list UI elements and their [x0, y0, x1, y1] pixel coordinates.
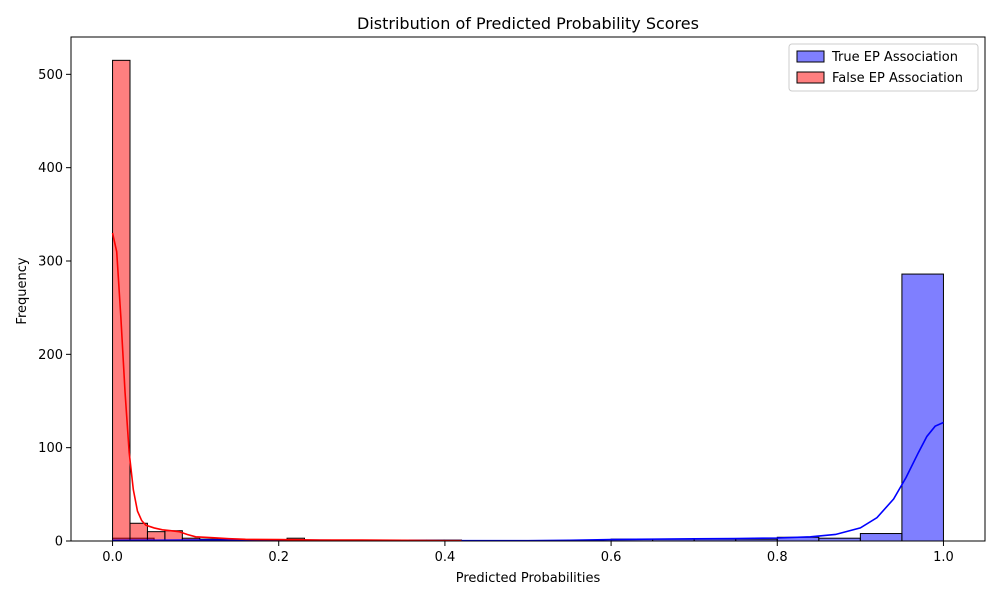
plot-area: 0.0 0.2 0.4 0.6 0.8 1.0 0 100 200 300 400 500 True E…	[38, 36, 986, 565]
histogram-bar-series-1-bin-1	[129, 522, 148, 542]
x-tick-label-5: 1.0	[933, 550, 954, 565]
axes-frame	[70, 36, 986, 542]
chart-title: Distribution of Predicted Probability Sc…	[357, 14, 699, 33]
histogram-bar-series-1-bin-0	[112, 59, 131, 542]
legend-label-1: False EP Association	[832, 71, 963, 86]
legend-swatch-1	[796, 71, 825, 84]
x-tick-label-1: 0.2	[268, 550, 289, 565]
legend-box	[788, 43, 979, 92]
legend-label-0: True EP Association	[831, 50, 958, 65]
legend-swatch-0	[796, 50, 825, 63]
x-tick-label-4: 0.8	[767, 550, 788, 565]
x-tick-label-2: 0.4	[435, 550, 456, 565]
x-tick-label-3: 0.6	[601, 550, 622, 565]
y-axis-label: Frequency	[15, 257, 30, 324]
y-tick-label-0: 0	[55, 535, 63, 550]
y-tick-label-2: 200	[38, 348, 63, 363]
histogram-bar-series-0-bin-19	[901, 273, 944, 542]
y-tick-label-5: 500	[38, 68, 63, 83]
kde-line-series-0	[112, 421, 944, 542]
y-tick-label-1: 100	[38, 441, 63, 456]
y-tick-label-3: 300	[38, 255, 63, 270]
x-tick-label-0: 0.0	[102, 550, 123, 565]
histogram-bar-series-0-bin-18	[859, 533, 903, 542]
x-axis-label: Predicted Probabilities	[456, 571, 601, 586]
kde-line-series-1	[111, 232, 462, 542]
y-tick-label-4: 400	[38, 161, 63, 176]
